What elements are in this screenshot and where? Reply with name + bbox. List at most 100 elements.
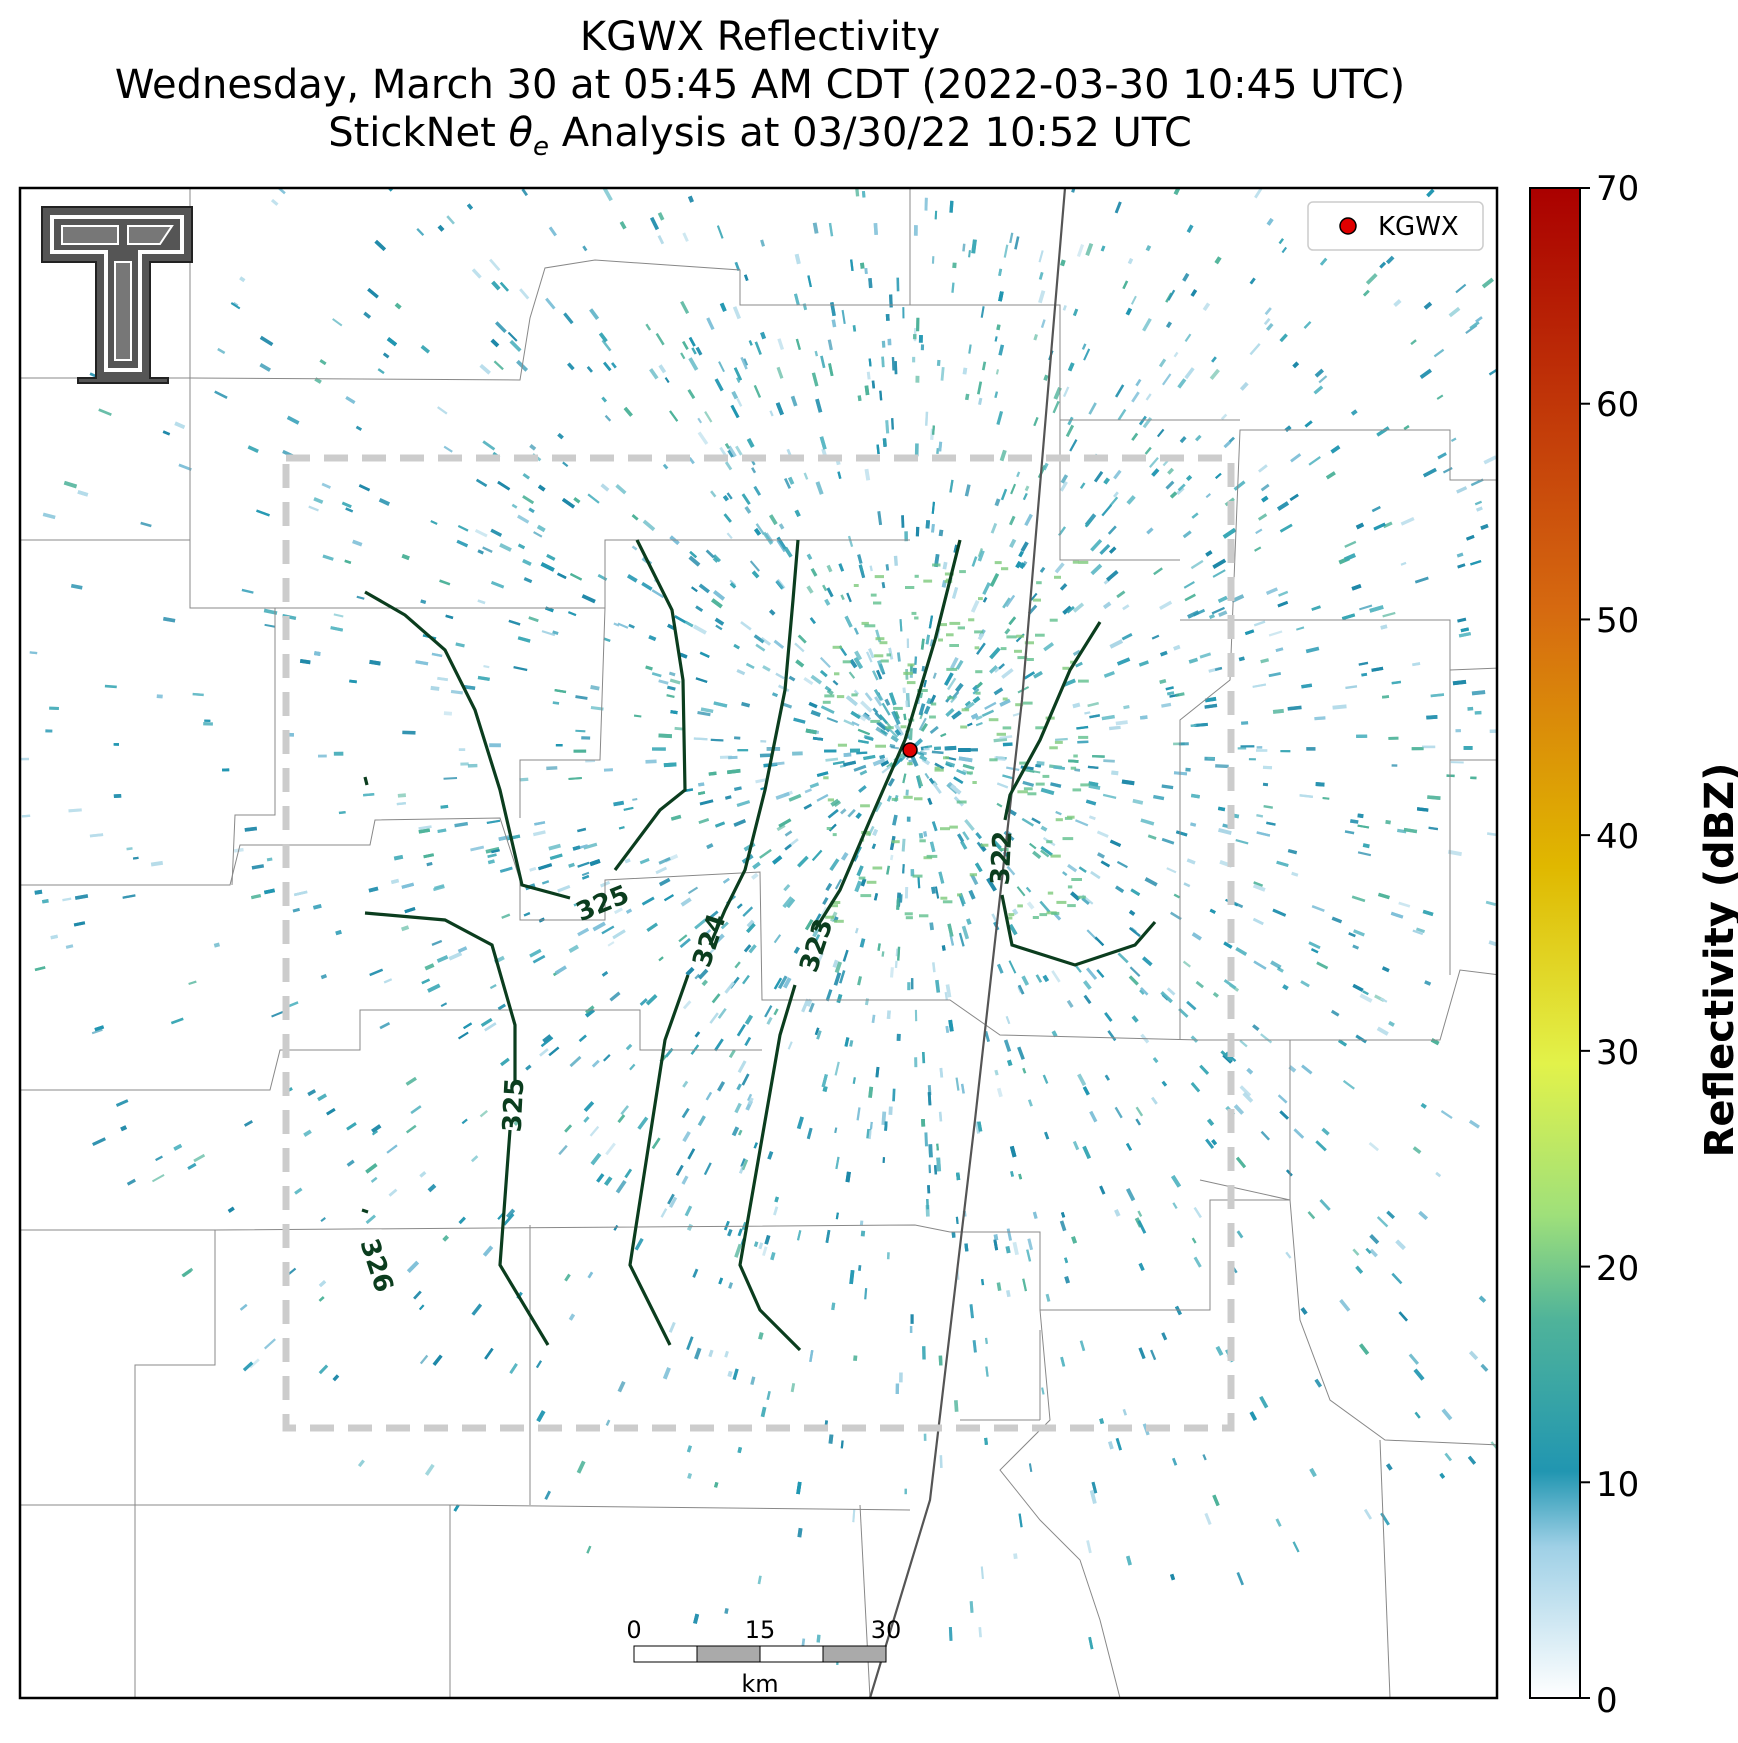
echo-speck (1258, 464, 1268, 473)
echo-speck (830, 798, 840, 807)
echo-speck (984, 701, 997, 710)
echo-speck (1439, 1472, 1446, 1479)
map-content: 325 325 324 323 322 326 (20, 188, 1497, 1698)
echo-speck (613, 622, 620, 627)
echo-speck (355, 425, 362, 431)
echo-speck (299, 659, 311, 665)
echo-speck (1036, 581, 1042, 585)
echo-speck (880, 760, 890, 767)
echo-speck (1190, 289, 1198, 297)
echo-speck (1270, 960, 1282, 970)
echo-speck (34, 889, 43, 895)
echo-speck (797, 855, 809, 868)
echo-speck (948, 1627, 953, 1641)
echo-speck (1159, 600, 1173, 611)
echo-speck (957, 626, 965, 630)
echo-speck (860, 700, 873, 713)
echo-speck (1266, 217, 1274, 226)
echo-speck (430, 520, 438, 525)
echo-speck (663, 762, 677, 768)
echo-speck (326, 1107, 336, 1116)
echo-speck (1330, 445, 1341, 454)
echo-speck (732, 1368, 739, 1381)
kgwx-radar-site-marker[interactable] (902, 742, 918, 758)
echo-speck (1059, 583, 1068, 591)
echo-speck (573, 497, 581, 504)
echo-speck (461, 1118, 468, 1125)
title-line-2: Wednesday, March 30 at 05:45 AM CDT (202… (114, 62, 1406, 108)
echo-speck (1067, 904, 1076, 908)
echo-speck (1474, 500, 1483, 506)
echo-speck (814, 934, 821, 943)
echo-speck (938, 871, 945, 884)
colorbar (1529, 187, 1581, 1699)
echo-speck (716, 225, 724, 239)
echo-speck (857, 728, 871, 736)
echo-speck (912, 667, 917, 674)
echo-speck (383, 978, 393, 984)
echo-speck (775, 580, 784, 590)
echo-speck (793, 717, 806, 724)
echo-speck (548, 226, 557, 237)
echo-speck (881, 765, 891, 774)
echo-speck (525, 1064, 532, 1071)
echo-speck (852, 1509, 856, 1523)
echo-speck (394, 302, 402, 310)
echo-speck (1175, 830, 1188, 837)
echo-speck (669, 678, 681, 685)
echo-speck (864, 468, 871, 481)
echo-speck (921, 665, 925, 672)
echo-speck (741, 701, 751, 708)
echo-speck (573, 749, 587, 753)
echo-speck (834, 672, 840, 676)
echo-speck (596, 1173, 605, 1183)
echo-speck (1408, 1353, 1420, 1365)
echo-speck (868, 278, 873, 289)
echo-speck (803, 676, 814, 686)
echo-speck (773, 977, 783, 990)
echo-speck (517, 514, 530, 524)
echo-speck (41, 898, 49, 904)
echo-speck (1029, 842, 1037, 850)
echo-speck (663, 894, 674, 902)
echo-speck (590, 685, 600, 691)
echo-speck (976, 381, 983, 395)
echo-speck (1027, 792, 1037, 796)
echo-speck (406, 1260, 420, 1274)
colorbar-label: Reflectivity (dBZ) (1697, 762, 1738, 1158)
echo-speck (1049, 618, 1058, 622)
echo-speck (712, 554, 721, 563)
echo-speck (928, 615, 934, 629)
echo-speck (586, 366, 593, 373)
echo-speck (1109, 839, 1122, 847)
echo-speck (994, 336, 998, 342)
echo-speck (1072, 1140, 1080, 1151)
echo-speck (777, 338, 785, 350)
echo-speck (998, 268, 1003, 277)
echo-speck (1102, 793, 1117, 799)
echo-speck (338, 811, 346, 815)
contour-label-325-a: 325 (572, 880, 634, 928)
echo-speck (906, 638, 910, 649)
echo-speck (1039, 913, 1048, 917)
colorbar-ticks (1580, 187, 1590, 1699)
echo-speck (1077, 740, 1089, 744)
echo-speck (975, 691, 981, 695)
echo-speck (736, 1083, 742, 1091)
analysis-domain-box (282, 454, 1235, 1432)
echo-speck (1040, 825, 1048, 832)
echo-speck (499, 542, 512, 552)
echo-speck (1322, 797, 1330, 800)
echo-speck (568, 862, 575, 868)
echo-speck (1373, 522, 1386, 531)
echo-speck (939, 1455, 943, 1468)
echo-speck (1233, 1104, 1245, 1115)
echo-speck (629, 1063, 636, 1071)
echo-speck (904, 886, 909, 899)
echo-speck (955, 1216, 959, 1225)
echo-speck (1233, 480, 1246, 491)
echo-speck (1260, 658, 1270, 664)
echo-speck (1039, 900, 1051, 913)
echo-speck (988, 718, 999, 722)
echo-speck (1276, 860, 1289, 868)
